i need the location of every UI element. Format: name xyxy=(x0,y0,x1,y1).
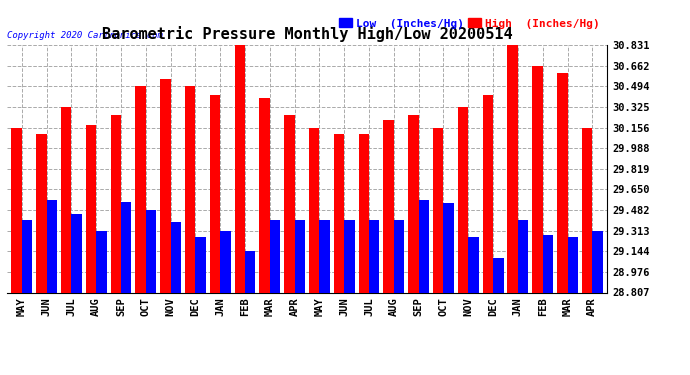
Bar xyxy=(384,120,394,292)
Bar xyxy=(543,235,553,292)
Bar xyxy=(270,220,280,292)
Bar xyxy=(369,220,380,292)
Bar xyxy=(518,220,529,292)
Bar xyxy=(195,237,206,292)
Bar xyxy=(557,73,567,292)
Bar xyxy=(309,128,319,292)
Bar xyxy=(36,134,47,292)
Bar xyxy=(235,45,245,292)
Bar xyxy=(419,200,429,292)
Bar xyxy=(86,125,96,292)
Bar xyxy=(344,220,355,292)
Bar xyxy=(592,231,603,292)
Bar xyxy=(483,95,493,292)
Bar xyxy=(135,86,146,292)
Bar xyxy=(220,231,230,292)
Bar xyxy=(160,79,170,292)
Bar xyxy=(359,134,369,292)
Bar xyxy=(295,220,305,292)
Legend: Low  (Inches/Hg), High  (Inches/Hg): Low (Inches/Hg), High (Inches/Hg) xyxy=(337,16,602,31)
Bar xyxy=(210,95,220,292)
Bar xyxy=(245,251,255,292)
Bar xyxy=(71,214,82,292)
Bar xyxy=(22,220,32,292)
Title: Barometric Pressure Monthly High/Low 20200514: Barometric Pressure Monthly High/Low 202… xyxy=(101,27,513,42)
Bar xyxy=(493,258,504,292)
Bar xyxy=(96,231,107,292)
Bar xyxy=(110,115,121,292)
Bar xyxy=(146,210,156,292)
Text: Copyright 2020 Cartronics.com: Copyright 2020 Cartronics.com xyxy=(7,31,163,40)
Bar xyxy=(433,128,444,292)
Bar xyxy=(121,202,131,292)
Bar xyxy=(458,107,469,292)
Bar xyxy=(469,237,479,292)
Bar xyxy=(444,203,454,292)
Bar xyxy=(507,45,518,292)
Bar xyxy=(408,115,419,292)
Bar xyxy=(394,220,404,292)
Bar xyxy=(284,115,295,292)
Bar xyxy=(334,134,344,292)
Bar xyxy=(11,128,22,292)
Bar xyxy=(319,220,330,292)
Bar xyxy=(532,66,543,292)
Bar xyxy=(47,200,57,292)
Bar xyxy=(582,128,592,292)
Bar xyxy=(170,222,181,292)
Bar xyxy=(61,107,71,292)
Bar xyxy=(185,86,195,292)
Bar xyxy=(567,237,578,292)
Bar xyxy=(259,98,270,292)
